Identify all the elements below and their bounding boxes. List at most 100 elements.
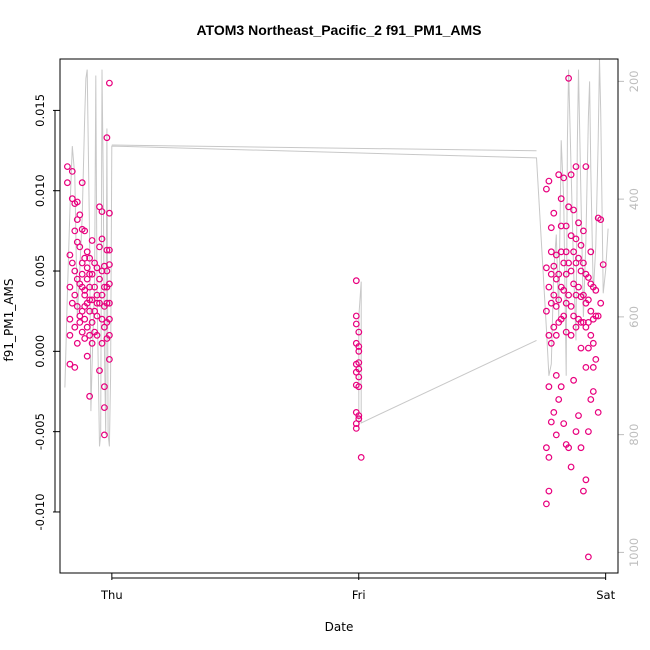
- data-point: [355, 415, 363, 423]
- data-point: [355, 347, 363, 355]
- data-point: [572, 428, 580, 436]
- data-point: [589, 364, 597, 371]
- data-point: [552, 431, 560, 439]
- data-point: [543, 500, 550, 508]
- y2-tick-label: 800: [627, 424, 641, 446]
- data-point: [105, 356, 113, 363]
- data-point: [73, 339, 81, 347]
- data-point: [587, 331, 595, 339]
- data-point: [577, 267, 585, 275]
- data-point: [63, 163, 71, 171]
- data-point: [81, 291, 89, 299]
- data-point: [103, 134, 111, 142]
- data-point: [570, 312, 577, 320]
- data-point: [355, 412, 363, 420]
- data-point: [567, 303, 575, 310]
- y-tick-label: -0.005: [33, 413, 47, 450]
- data-point: [560, 174, 568, 182]
- data-point: [547, 339, 555, 347]
- y-tick-label: -0.010: [33, 493, 47, 530]
- data-point: [562, 248, 570, 256]
- y-axis-label: f91_PM1_AMS: [2, 279, 16, 362]
- data-point: [105, 261, 113, 269]
- data-point: [552, 251, 560, 259]
- data-point: [86, 296, 93, 304]
- data-point: [81, 286, 89, 294]
- data-point: [100, 383, 108, 391]
- data-point: [565, 74, 572, 82]
- data-point: [552, 372, 560, 379]
- data-point: [81, 335, 89, 342]
- data-point: [582, 364, 590, 371]
- data-point: [93, 264, 101, 272]
- data-point: [572, 163, 580, 171]
- data-point: [589, 388, 597, 395]
- y2-tick-label: 400: [627, 188, 641, 210]
- data-point: [88, 237, 96, 244]
- data-point: [547, 299, 555, 307]
- y-tick-label: 0.015: [33, 94, 47, 127]
- data-point: [550, 262, 558, 270]
- data-point: [552, 303, 560, 310]
- data-point: [567, 171, 575, 179]
- data-point: [68, 299, 76, 307]
- data-point: [355, 359, 363, 367]
- data-point: [355, 365, 363, 373]
- data-point: [570, 376, 577, 384]
- data-point: [100, 404, 108, 412]
- data-point: [98, 315, 106, 323]
- data-point: [76, 211, 84, 219]
- data-point: [572, 323, 580, 331]
- data-point: [96, 275, 103, 283]
- y-tick-label: 0.000: [33, 335, 47, 368]
- data-point: [587, 307, 595, 315]
- data-point: [547, 248, 555, 256]
- data-point: [355, 383, 363, 391]
- data-point: [76, 243, 84, 251]
- data-point: [543, 185, 550, 193]
- data-point: [96, 367, 103, 375]
- data-point: [577, 319, 585, 326]
- y2-tick-label: 200: [627, 70, 641, 92]
- data-point: [91, 283, 98, 291]
- data-point: [547, 224, 555, 232]
- data-point: [71, 267, 79, 275]
- data-point: [355, 373, 363, 381]
- data-point: [66, 331, 74, 339]
- data-point: [567, 267, 575, 275]
- data-point: [100, 431, 108, 439]
- data-point: [98, 291, 106, 299]
- data-point: [86, 392, 93, 400]
- data-point: [582, 163, 590, 171]
- data-point: [567, 463, 575, 471]
- data-point: [98, 208, 106, 216]
- data-point: [592, 356, 600, 363]
- data-point: [585, 319, 592, 326]
- data-point: [86, 331, 93, 339]
- data-point: [545, 331, 553, 339]
- data-point: [73, 303, 81, 310]
- data-point: [83, 352, 91, 360]
- data-point: [594, 312, 602, 320]
- data-point: [545, 177, 553, 185]
- data-point: [560, 312, 568, 320]
- data-point: [88, 319, 96, 326]
- data-point: [73, 198, 81, 206]
- data-point: [580, 259, 587, 267]
- data-point: [565, 259, 572, 267]
- data-point: [81, 315, 89, 323]
- data-point: [582, 476, 590, 484]
- data-point: [78, 328, 86, 336]
- data-points: [63, 74, 607, 561]
- data-point: [577, 241, 585, 249]
- x-tick-label: Fri: [352, 588, 366, 602]
- data-point: [545, 283, 553, 291]
- data-point: [88, 296, 96, 304]
- data-point: [575, 254, 582, 262]
- data-point: [545, 454, 553, 461]
- data-point: [76, 319, 84, 326]
- data-point: [550, 409, 558, 416]
- data-point: [103, 267, 111, 275]
